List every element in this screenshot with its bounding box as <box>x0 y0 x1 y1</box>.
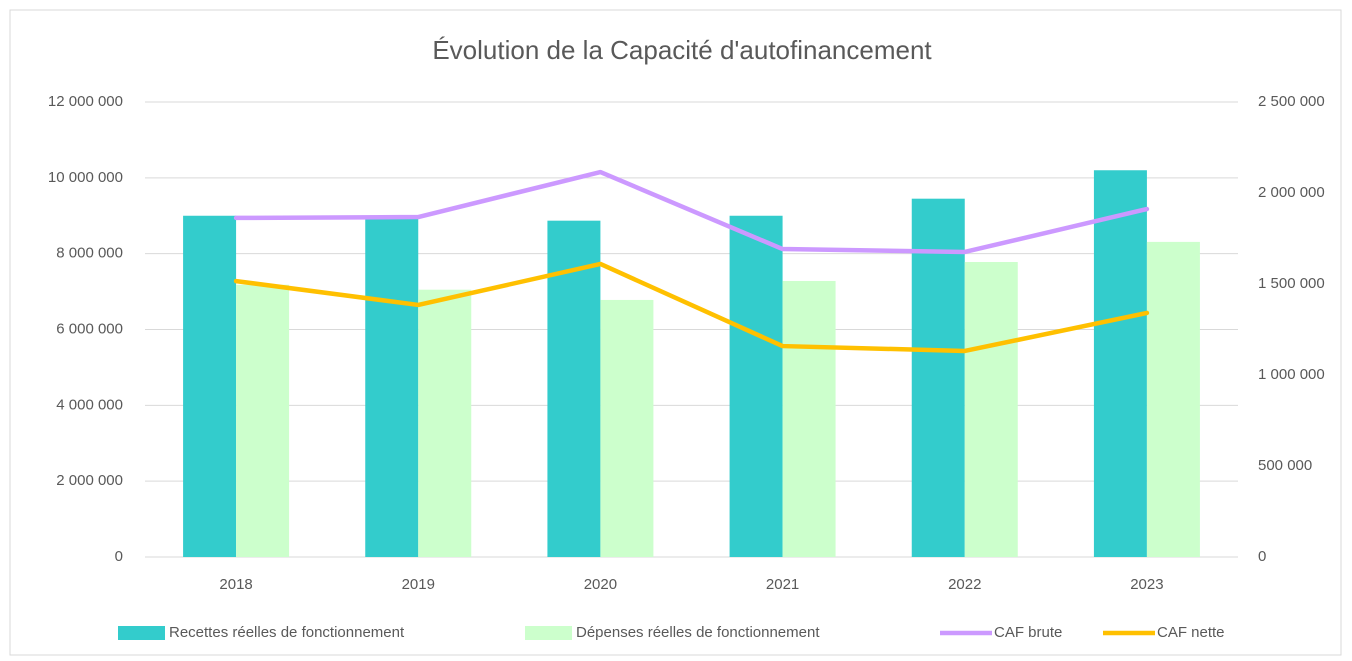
y2-tick-label: 2 000 000 <box>1258 184 1325 201</box>
bar <box>1093 170 1147 557</box>
bar <box>418 289 472 557</box>
legend-label: CAF nette <box>1157 624 1225 641</box>
y-tick-label: 4 000 000 <box>56 396 123 413</box>
line-series <box>233 261 1150 354</box>
chart-title: Évolution de la Capacité d'autofinanceme… <box>432 35 932 65</box>
bar <box>964 262 1018 557</box>
x-tick-label: 2019 <box>402 576 435 593</box>
bar <box>236 284 290 557</box>
y-tick-label: 12 000 000 <box>48 93 123 110</box>
y-tick-label: 0 <box>115 548 123 565</box>
x-tick-label: 2021 <box>766 576 799 593</box>
legend-swatch <box>118 626 165 640</box>
bar <box>183 215 237 557</box>
y-tick-label: 2 000 000 <box>56 472 123 489</box>
y-tick-label: 6 000 000 <box>56 320 123 337</box>
x-tick-label: 2023 <box>1130 576 1163 593</box>
bar <box>911 198 965 557</box>
bar <box>365 217 419 558</box>
x-tick-label: 2022 <box>948 576 981 593</box>
y-tick-label: 10 000 000 <box>48 169 123 186</box>
line-series <box>233 169 1150 255</box>
bar <box>600 299 654 557</box>
bar <box>782 280 836 557</box>
y2-tick-label: 1 500 000 <box>1258 275 1325 292</box>
bar <box>547 220 601 557</box>
legend-label: Recettes réelles de fonctionnement <box>169 624 405 641</box>
legend-label: Dépenses réelles de fonctionnement <box>576 624 820 641</box>
bar <box>729 215 783 557</box>
y2-tick-label: 1 000 000 <box>1258 366 1325 383</box>
x-tick-label: 2020 <box>584 576 617 593</box>
y-tick-label: 8 000 000 <box>56 245 123 262</box>
legend-swatch <box>525 626 572 640</box>
y2-tick-label: 500 000 <box>1258 457 1312 474</box>
bar <box>1146 241 1200 557</box>
x-tick-label: 2018 <box>219 576 252 593</box>
y2-tick-label: 2 500 000 <box>1258 93 1325 110</box>
y2-tick-label: 0 <box>1258 548 1266 565</box>
legend-label: CAF brute <box>994 624 1062 641</box>
